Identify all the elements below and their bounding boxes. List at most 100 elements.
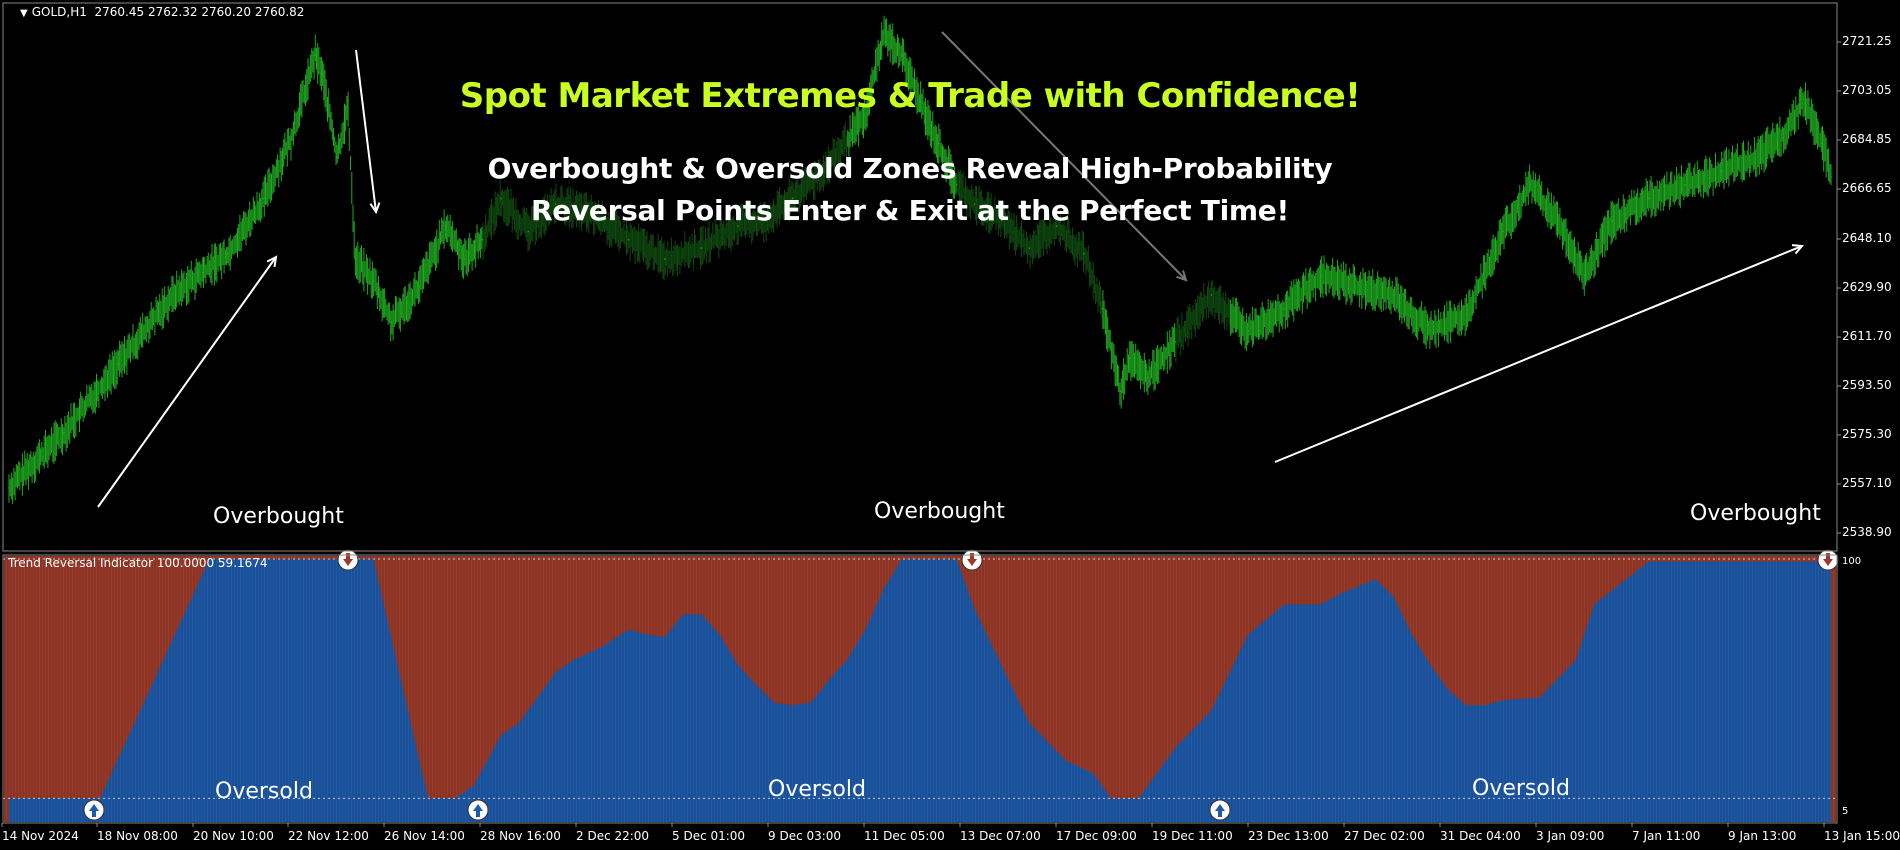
- price-point: [900, 54, 903, 56]
- uptrend-arrow-right: [1274, 245, 1803, 463]
- buy-signal-1[interactable]: [83, 799, 105, 821]
- downtrend-arrow-middle: [941, 31, 1187, 281]
- price-point: [554, 203, 557, 205]
- oversold-label-3: Oversold: [1472, 776, 1570, 801]
- price-point: [314, 54, 316, 56]
- main-window-frame: [2, 2, 1838, 552]
- price-tick-label: 2684.85: [1842, 132, 1892, 146]
- price-tick-label: 2557.10: [1842, 476, 1892, 490]
- price-point: [764, 219, 766, 222]
- price-point: [1101, 307, 1103, 310]
- price-point: [864, 114, 867, 117]
- price-point: [263, 197, 265, 200]
- price-point: [226, 252, 229, 255]
- price-point: [1320, 274, 1322, 277]
- subline-1-text: Overbought & Oversold Zones Reveal High-…: [487, 152, 1333, 185]
- time-tick-label: 9 Jan 13:00: [1728, 829, 1797, 843]
- uptrend-arrow-left-head: [266, 255, 278, 268]
- indicator-window[interactable]: [3, 549, 1839, 822]
- price-point: [372, 280, 375, 282]
- price-point: [1083, 252, 1085, 255]
- price-point: [1556, 219, 1559, 222]
- price-point: [1119, 390, 1122, 393]
- price-tick-label: 2703.05: [1842, 83, 1892, 97]
- price-point: [1055, 225, 1058, 227]
- price-tick-label: 2648.10: [1842, 231, 1892, 245]
- price-point: [664, 258, 666, 260]
- price-point: [1465, 313, 1468, 316]
- price-point: [1529, 183, 1532, 186]
- indicator-level-5: 5: [1842, 806, 1849, 817]
- symbol-header[interactable]: ▼ GOLD,H1 2760.45 2762.32 2760.20 2760.82: [20, 5, 304, 19]
- symbol-label: GOLD,H1: [31, 5, 87, 19]
- sell-signal-2-down-arrow-icon: [967, 553, 977, 566]
- price-point: [172, 294, 174, 296]
- price-point: [882, 32, 885, 34]
- price-tick-label: 2611.70: [1842, 329, 1892, 343]
- price-point: [1392, 294, 1395, 296]
- trend-arrows: [97, 31, 1805, 508]
- price-point: [1648, 197, 1650, 200]
- price-point: [354, 258, 356, 260]
- price-point: [1684, 183, 1687, 186]
- sell-signal-1[interactable]: [337, 549, 359, 571]
- time-tick-label: 22 Nov 12:00: [288, 829, 369, 843]
- sell-signal-2[interactable]: [961, 549, 983, 571]
- buy-signal-2[interactable]: [467, 799, 489, 821]
- time-tick-label: 7 Jan 11:00: [1632, 829, 1701, 843]
- buy-signal-3[interactable]: [1209, 799, 1231, 821]
- time-tick-label: 13 Dec 07:00: [960, 829, 1041, 843]
- price-point: [390, 321, 393, 324]
- chart-axes: [1, 2, 1841, 827]
- price-tick-label: 2629.90: [1842, 280, 1892, 294]
- price-point: [8, 487, 10, 489]
- price-chart[interactable]: [8, 15, 1832, 505]
- price-point: [937, 142, 940, 145]
- price-point: [1174, 340, 1176, 343]
- oversold-label-1: Oversold: [215, 779, 313, 804]
- sell-signal-3[interactable]: [1817, 549, 1839, 571]
- price-point: [1283, 307, 1286, 310]
- time-tick-label: 20 Nov 10:00: [193, 829, 274, 843]
- indicator-level-100: 100: [1842, 556, 1862, 567]
- time-tick-label: 14 Nov 2024: [2, 829, 79, 843]
- price-point: [700, 247, 703, 249]
- indicator-blue-area[interactable]: [9, 559, 1831, 822]
- downtrend-arrow-middle-head: [1176, 270, 1188, 282]
- sell-signal-1-down-arrow-icon: [343, 553, 353, 566]
- price-tick-label: 2721.25: [1842, 34, 1892, 48]
- price-point: [627, 238, 630, 241]
- time-tick-label: 23 Dec 13:00: [1248, 829, 1329, 843]
- time-tick-label: 3 Jan 09:00: [1536, 829, 1605, 843]
- overbought-label-1: Overbought: [213, 504, 344, 529]
- price-tick-label: 2593.50: [1842, 378, 1892, 392]
- price-point: [1001, 219, 1003, 222]
- sell-signal-3-down-arrow-icon: [1823, 553, 1833, 566]
- price-tick-label: 2575.30: [1842, 427, 1892, 441]
- oversold-label-2: Oversold: [768, 777, 866, 802]
- price-bars-dimmed: [482, 122, 1230, 363]
- price-point: [973, 203, 976, 205]
- overbought-label-2: Overbought: [874, 499, 1005, 524]
- ohlc-values: 2760.45 2762.32 2760.20 2760.82: [94, 5, 305, 19]
- price-point: [791, 197, 794, 200]
- overbought-label-3: Overbought: [1690, 501, 1821, 526]
- price-point: [1356, 285, 1359, 288]
- price-point: [828, 164, 830, 167]
- price-point: [321, 73, 324, 76]
- price-point: [290, 136, 293, 139]
- price-point: [919, 101, 921, 103]
- price-point: [1802, 98, 1805, 101]
- collapse-triangle-icon[interactable]: ▼: [20, 8, 28, 19]
- time-tick-label: 26 Nov 14:00: [384, 829, 465, 843]
- price-point: [955, 183, 958, 186]
- price-point: [1210, 294, 1213, 296]
- time-tick-label: 13 Jan 15:00: [1824, 829, 1900, 843]
- price-point: [445, 225, 448, 227]
- price-point: [418, 285, 420, 288]
- price-point: [1611, 219, 1614, 222]
- price-point: [1247, 329, 1249, 332]
- price-point: [117, 363, 120, 365]
- price-point: [347, 106, 349, 109]
